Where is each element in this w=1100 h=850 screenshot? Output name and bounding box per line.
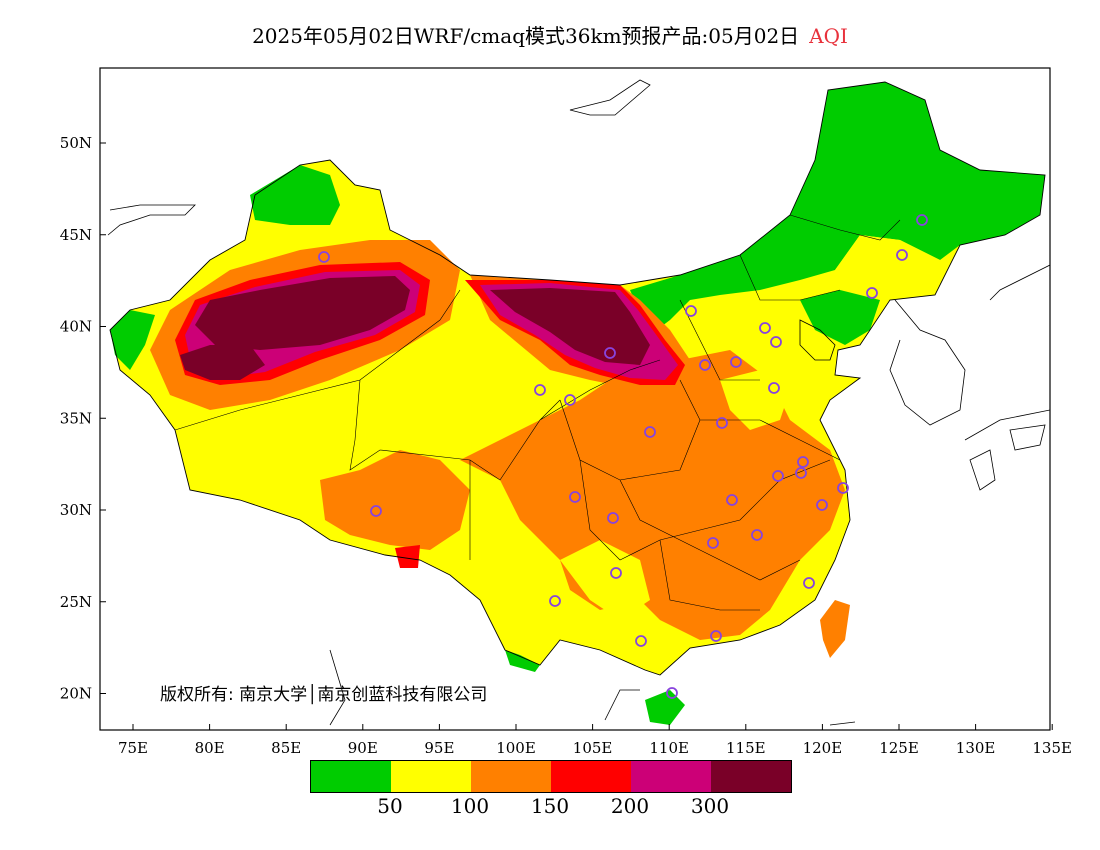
region-good-hainan xyxy=(645,690,685,725)
region-good-northeast xyxy=(630,82,1045,335)
station-marker[interactable] xyxy=(716,417,728,429)
legend-label: 50 xyxy=(377,794,403,818)
legend-swatch xyxy=(551,761,631,792)
country-border xyxy=(109,81,1046,676)
title-variable: AQI xyxy=(809,24,848,48)
x-tick-label: 130E xyxy=(956,739,996,757)
station-marker[interactable] xyxy=(772,470,784,482)
legend-swatch xyxy=(311,761,391,792)
station-marker[interactable] xyxy=(534,384,546,396)
station-marker[interactable] xyxy=(644,426,656,438)
x-tick-label: 75E xyxy=(118,739,148,757)
y-axis: 50N 45N 40N 35N 30N 25N 20N xyxy=(60,134,106,703)
x-tick-label: 115E xyxy=(726,739,766,757)
x-tick-label: 90E xyxy=(348,739,378,757)
station-marker[interactable] xyxy=(549,595,561,607)
station-marker[interactable] xyxy=(816,499,828,511)
station-marker[interactable] xyxy=(607,512,619,524)
region-hazardous-taklimakan-north xyxy=(195,276,410,350)
station-marker[interactable] xyxy=(768,382,780,394)
y-tick-label: 45N xyxy=(60,226,92,244)
region-moderate-northeast xyxy=(835,235,940,300)
x-axis: 75E 80E 85E 90E 95E 100E 105E 110E 115E 120E 125E 1… xyxy=(118,724,1072,757)
station-marker[interactable] xyxy=(797,456,809,468)
region-good-west xyxy=(110,310,155,370)
station-marker[interactable] xyxy=(866,287,878,299)
aqi-legend xyxy=(310,760,792,793)
x-tick-label: 110E xyxy=(649,739,689,757)
copyright-text: 版权所有: 南京大学│南京创蓝科技有限公司 xyxy=(160,685,488,705)
station-marker[interactable] xyxy=(759,322,771,334)
region-good-northwest xyxy=(250,165,340,225)
legend-swatch xyxy=(631,761,711,792)
x-tick-label: 135E xyxy=(1032,739,1072,757)
x-tick-label: 100E xyxy=(496,739,536,757)
region-unhealthy-tibet-south xyxy=(395,545,420,568)
coastline-bohai xyxy=(799,319,836,361)
region-sensitive-tibet xyxy=(320,450,470,550)
station-marker[interactable] xyxy=(751,529,763,541)
station-marker[interactable] xyxy=(635,635,647,647)
station-marker[interactable] xyxy=(730,356,742,368)
x-tick-label: 125E xyxy=(879,739,919,757)
y-tick-label: 50N xyxy=(60,134,92,152)
legend-label: 200 xyxy=(610,794,650,818)
station-marker[interactable] xyxy=(685,305,697,317)
station-marker[interactable] xyxy=(837,482,849,494)
station-marker[interactable] xyxy=(610,567,622,579)
x-tick-label: 80E xyxy=(195,739,225,757)
station-marker[interactable] xyxy=(564,394,576,406)
region-good-liaoning xyxy=(800,290,880,345)
title-main: 2025年05月02日WRF/cmaq模式36km预报产品:05月02日 xyxy=(252,24,800,48)
station-marker[interactable] xyxy=(770,336,782,348)
station-marker[interactable] xyxy=(604,347,616,359)
map-content xyxy=(107,79,1050,726)
x-tick-label: 95E xyxy=(424,739,454,757)
region-moderate-central xyxy=(560,540,650,620)
legend-label: 150 xyxy=(530,794,570,818)
station-markers xyxy=(318,214,928,699)
legend-label: 100 xyxy=(450,794,490,818)
station-marker[interactable] xyxy=(803,577,815,589)
region-sensitive-taiwan xyxy=(820,600,850,658)
station-marker[interactable] xyxy=(896,249,908,261)
station-marker[interactable] xyxy=(318,251,330,263)
region-moderate-east xyxy=(720,370,790,430)
station-marker[interactable] xyxy=(569,491,581,503)
legend-swatch xyxy=(391,761,471,792)
legend-swatch xyxy=(471,761,551,792)
map-frame xyxy=(99,67,1051,731)
station-marker[interactable] xyxy=(707,537,719,549)
station-marker[interactable] xyxy=(916,214,928,226)
map-title: 2025年05月02日WRF/cmaq模式36km预报产品:05月02日 AQI xyxy=(0,20,1100,49)
x-tick-label: 105E xyxy=(573,739,613,757)
x-tick-label: 85E xyxy=(271,739,301,757)
station-marker[interactable] xyxy=(699,359,711,371)
station-marker[interactable] xyxy=(370,505,382,517)
legend-swatch xyxy=(711,761,791,792)
station-marker[interactable] xyxy=(666,687,678,699)
region-hazardous-taklimakan-south xyxy=(180,345,265,380)
y-tick-label: 25N xyxy=(60,593,92,611)
region-good-south xyxy=(505,650,540,672)
x-tick-label: 120E xyxy=(803,739,843,757)
station-marker[interactable] xyxy=(726,494,738,506)
neighbor-outlines xyxy=(107,79,1050,726)
y-tick-label: 35N xyxy=(60,409,92,427)
y-tick-label: 30N xyxy=(60,501,92,519)
region-hazardous-alxa xyxy=(490,288,650,365)
province-borders xyxy=(174,214,901,611)
station-marker[interactable] xyxy=(710,630,722,642)
y-tick-label: 20N xyxy=(60,685,92,703)
station-marker[interactable] xyxy=(795,467,807,479)
legend-label: 300 xyxy=(690,794,730,818)
y-tick-label: 40N xyxy=(60,318,92,336)
